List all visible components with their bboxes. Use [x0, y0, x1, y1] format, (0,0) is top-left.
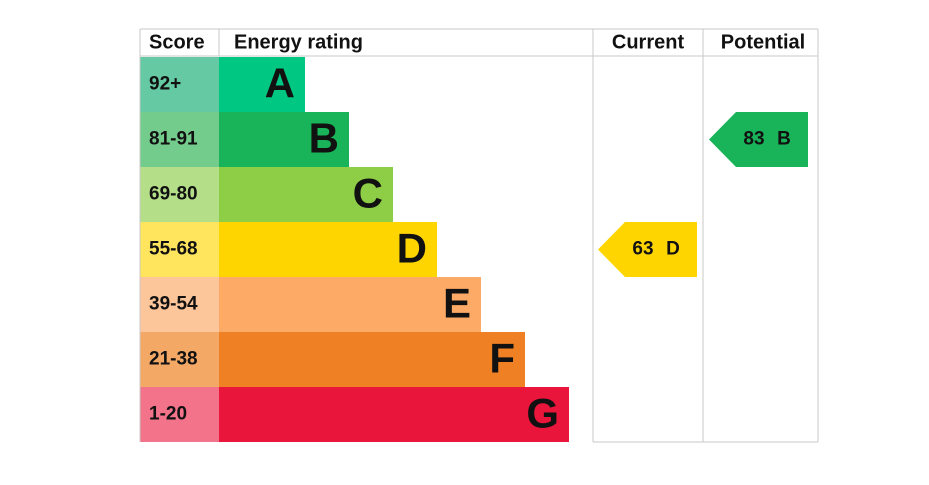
score-cell — [140, 222, 219, 277]
current-arrow — [598, 222, 697, 277]
score-label: 81-91 — [149, 129, 198, 150]
score-cell — [140, 332, 219, 387]
rating-bar — [219, 332, 525, 387]
current-value: 63 — [632, 239, 653, 260]
score-cell — [140, 277, 219, 332]
score-cell — [140, 167, 219, 222]
rating-bar — [219, 277, 481, 332]
band-letter: E — [443, 280, 471, 327]
rating-bar — [219, 167, 393, 222]
score-label: 69-80 — [149, 184, 198, 205]
score-label: 21-38 — [149, 349, 198, 370]
band-letter: G — [526, 390, 559, 437]
score-label: 55-68 — [149, 239, 198, 260]
header-rating: Energy rating — [234, 31, 363, 53]
band-letter: B — [309, 115, 339, 162]
band-letter: D — [397, 225, 427, 272]
header-score: Score — [149, 31, 205, 53]
score-cell — [140, 57, 219, 112]
header-potential: Potential — [721, 31, 805, 53]
rating-bar — [219, 57, 305, 112]
rating-bar — [219, 112, 349, 167]
rating-bar — [219, 387, 569, 442]
current-letter: D — [666, 239, 680, 260]
potential-arrow — [709, 112, 808, 167]
band-letter: F — [489, 335, 515, 382]
band-letter: C — [353, 170, 383, 217]
score-cell — [140, 112, 219, 167]
header-current: Current — [612, 31, 685, 53]
score-label: 92+ — [149, 74, 181, 95]
potential-letter: B — [777, 129, 791, 150]
rating-bar — [219, 222, 437, 277]
score-cell — [140, 387, 219, 442]
score-label: 39-54 — [149, 294, 198, 315]
score-label: 1-20 — [149, 404, 187, 425]
band-letter: A — [265, 60, 295, 107]
potential-value: 83 — [743, 129, 764, 150]
